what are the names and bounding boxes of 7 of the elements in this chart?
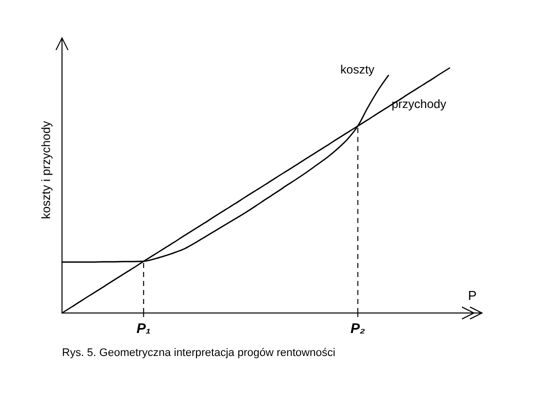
x-tick-label: P₂	[350, 320, 366, 336]
y-axis-title: koszty i przychody	[39, 120, 53, 220]
x-axis-title: P	[468, 288, 477, 303]
series-label: przychody	[392, 97, 446, 111]
x-tick-label: P₁	[136, 320, 151, 336]
series-label: koszty	[340, 62, 374, 76]
text: Rys. 5. Geometryczna interpretacja progów rentowności	[62, 347, 336, 359]
